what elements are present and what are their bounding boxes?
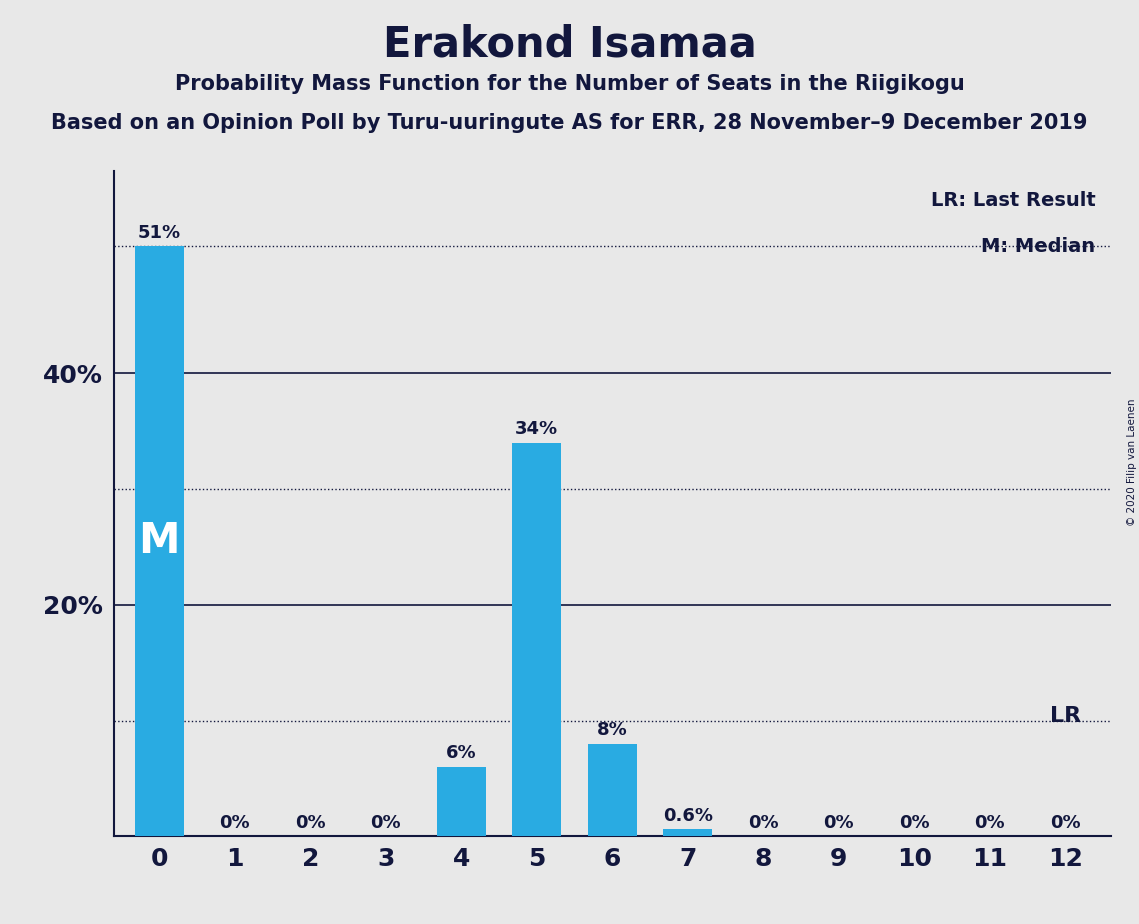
Text: 0%: 0%	[748, 814, 779, 832]
Bar	[134, 246, 183, 836]
Text: Based on an Opinion Poll by Turu-uuringute AS for ERR, 28 November–9 December 20: Based on an Opinion Poll by Turu-uuringu…	[51, 113, 1088, 133]
Bar	[588, 744, 637, 836]
Text: 6%: 6%	[445, 744, 476, 762]
Bar	[513, 443, 562, 836]
Text: © 2020 Filip van Laenen: © 2020 Filip van Laenen	[1126, 398, 1137, 526]
Text: 0%: 0%	[823, 814, 854, 832]
Text: 0%: 0%	[1050, 814, 1081, 832]
Bar	[436, 767, 485, 836]
Text: 0%: 0%	[899, 814, 929, 832]
Text: 34%: 34%	[515, 420, 558, 438]
Text: LR: Last Result: LR: Last Result	[931, 191, 1096, 210]
Text: 0%: 0%	[370, 814, 401, 832]
Text: LR: LR	[1050, 706, 1081, 726]
Text: M: Median: M: Median	[982, 237, 1096, 257]
Bar	[663, 829, 712, 836]
Text: 0%: 0%	[974, 814, 1005, 832]
Text: 8%: 8%	[597, 721, 628, 739]
Text: Probability Mass Function for the Number of Seats in the Riigikogu: Probability Mass Function for the Number…	[174, 74, 965, 94]
Text: M: M	[139, 520, 180, 562]
Text: 0.6%: 0.6%	[663, 807, 713, 824]
Text: 51%: 51%	[138, 224, 181, 241]
Text: 0%: 0%	[295, 814, 326, 832]
Text: 0%: 0%	[220, 814, 251, 832]
Text: Erakond Isamaa: Erakond Isamaa	[383, 23, 756, 65]
